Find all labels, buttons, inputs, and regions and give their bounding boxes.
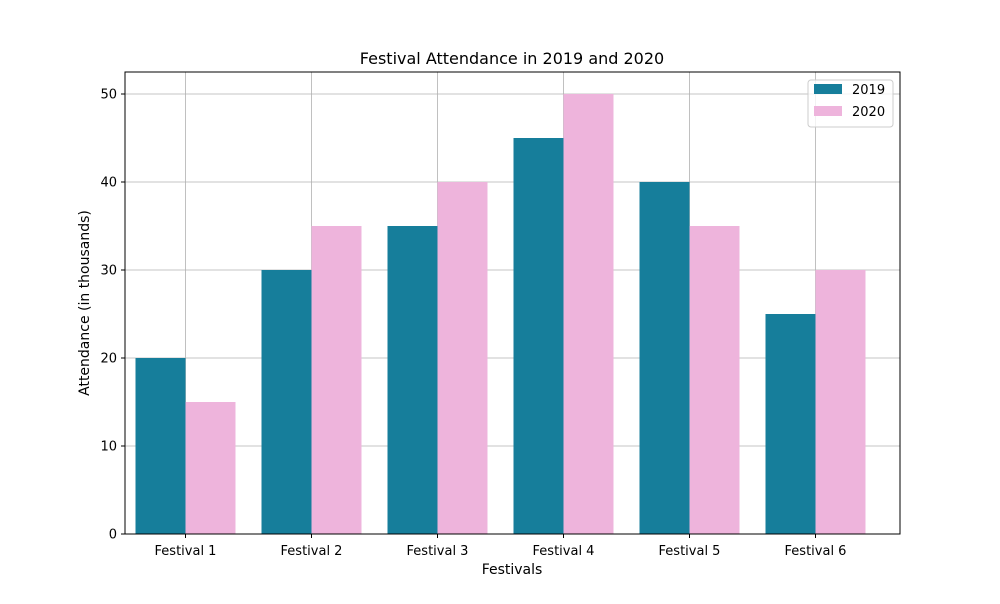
legend-label-2019: 2019 bbox=[852, 83, 885, 98]
legend: 2019 2020 bbox=[807, 79, 894, 128]
legend-label-2020: 2020 bbox=[852, 105, 885, 120]
x-tick-label: Festival 4 bbox=[533, 544, 595, 559]
y-tick-label: 20 bbox=[100, 352, 117, 367]
bar-2020-3 bbox=[437, 182, 488, 534]
bar-2020-1 bbox=[185, 402, 236, 534]
bar-2019-4 bbox=[513, 138, 564, 534]
plot-area-frame bbox=[124, 71, 901, 535]
x-tick-label: Festival 2 bbox=[281, 544, 343, 559]
bar-2019-2 bbox=[261, 270, 312, 534]
y-tick-label: 0 bbox=[109, 528, 117, 543]
y-tick-label: 30 bbox=[100, 264, 117, 279]
bar-2019-5 bbox=[639, 182, 690, 534]
x-tick-label: Festival 5 bbox=[659, 544, 721, 559]
y-axis-label: Attendance (in thousands) bbox=[77, 210, 93, 396]
x-tick-label: Festival 6 bbox=[785, 544, 847, 559]
y-tick-label: 40 bbox=[100, 176, 117, 191]
bar-2019-3 bbox=[387, 226, 438, 534]
x-tick-label: Festival 1 bbox=[155, 544, 217, 559]
axis-ticks: 0 10 20 30 40 50 Festival 1 Festival 2 Festival … bbox=[100, 88, 846, 560]
y-tick-label: 50 bbox=[100, 88, 117, 103]
chart-title: Festival Attendance in 2019 and 2020 bbox=[360, 49, 664, 68]
bar-2020-4 bbox=[563, 94, 614, 534]
legend-swatch-2020 bbox=[814, 106, 842, 116]
y-tick-label: 10 bbox=[100, 440, 117, 455]
x-tick-label: Festival 3 bbox=[407, 544, 469, 559]
bar-2019-1 bbox=[135, 358, 186, 534]
bar-2020-6 bbox=[815, 270, 866, 534]
legend-swatch-2019 bbox=[814, 84, 842, 94]
bars bbox=[135, 94, 866, 534]
bar-2019-6 bbox=[765, 314, 816, 534]
bar-2020-2 bbox=[311, 226, 362, 534]
bar-2020-5 bbox=[689, 226, 740, 534]
x-axis-label: Festivals bbox=[482, 562, 543, 578]
